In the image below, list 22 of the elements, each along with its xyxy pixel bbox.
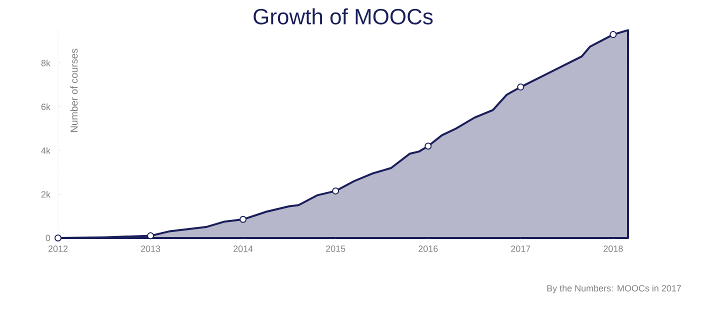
point (147, 232, 154, 240)
x-tick-label: 2015 (326, 246, 346, 252)
y-axis-title: Number of courses (70, 48, 78, 132)
x-tick-label: 2014 (234, 246, 253, 252)
x-tick-label: 2012 (48, 246, 68, 252)
y-tick-label: 2k (41, 190, 50, 198)
point (424, 142, 432, 150)
x-tick-label: 2017 (511, 246, 530, 252)
point (240, 216, 247, 223)
x-tick-label: 2013 (140, 246, 160, 252)
y-tick-label: 4k (41, 147, 50, 154)
point (517, 84, 524, 91)
y-tick-label: 0 (46, 234, 50, 242)
y-tick-label: 6k (41, 103, 50, 110)
x-tick-label: 2018 (604, 246, 623, 252)
point (610, 31, 617, 38)
point (332, 187, 340, 194)
y-tick-label: 8k (41, 60, 50, 66)
x-tick-label: 2016 (418, 246, 438, 252)
point (54, 234, 62, 242)
text: By the Numbers: MOOCs in 2017 (547, 284, 681, 294)
chart-title: Growth of MOOCs (254, 8, 433, 24)
